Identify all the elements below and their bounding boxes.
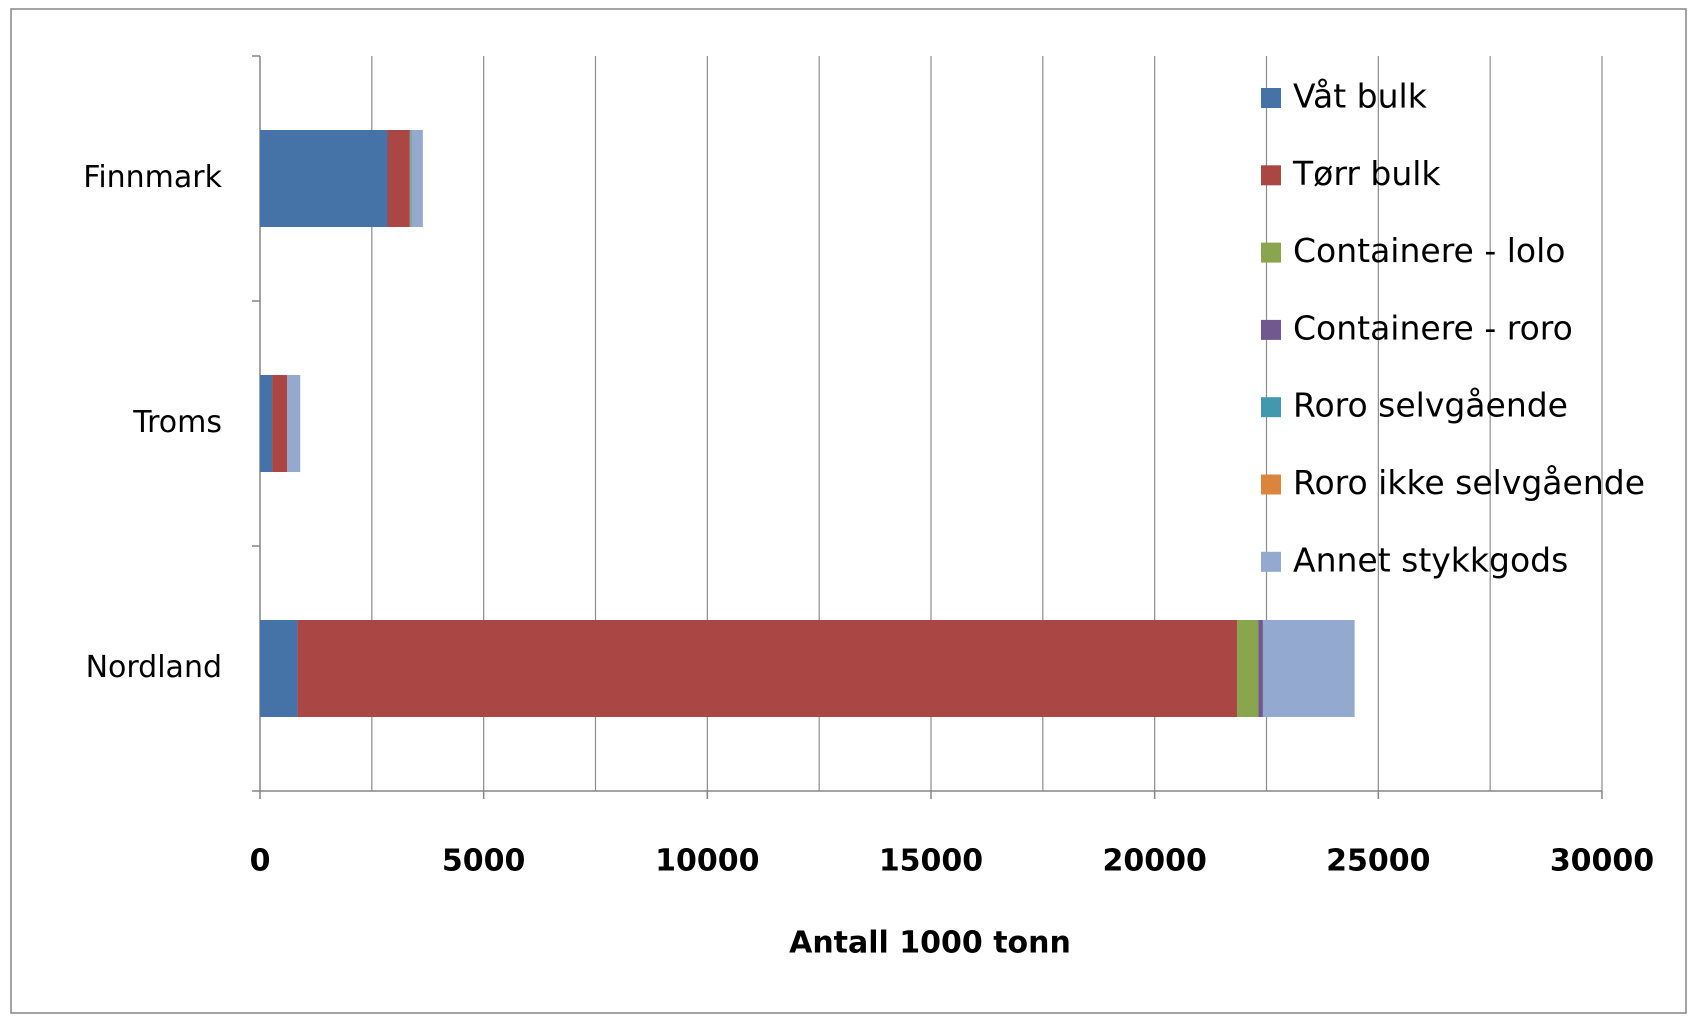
bar-segment (387, 130, 410, 227)
y-tick-label: Nordland (86, 650, 222, 685)
legend-label: Tørr bulk (1292, 154, 1441, 193)
bar-segment (260, 375, 273, 472)
x-tick-label: 0 (250, 844, 271, 879)
bar-segment (260, 130, 388, 227)
x-tick-label: 30000 (1550, 844, 1654, 879)
legend-swatch (1261, 165, 1281, 186)
x-tick-label: 20000 (1102, 844, 1206, 879)
bar-segment (1258, 620, 1263, 717)
legend-swatch (1261, 242, 1281, 263)
legend-label: Containere - roro (1293, 308, 1573, 347)
x-tick-label: 10000 (655, 844, 759, 879)
x-tick-label: 15000 (879, 844, 983, 879)
legend-swatch (1261, 474, 1281, 495)
bar-segment (410, 130, 412, 227)
legend-label: Annet stykkgods (1293, 540, 1568, 579)
bar-segment (272, 375, 288, 472)
bar-segment (409, 130, 411, 227)
legend-label: Våt bulk (1293, 77, 1428, 116)
legend-label: Containere - lolo (1293, 231, 1565, 270)
bar-segment (287, 375, 301, 472)
legend-swatch (1261, 397, 1281, 418)
bar-segment (1236, 620, 1259, 717)
x-axis-label: Antall 1000 tonn (789, 926, 1071, 961)
legend-label: Roro ikke selvgående (1293, 463, 1645, 502)
y-tick-label: Finnmark (83, 160, 222, 195)
bar-segment (1262, 620, 1355, 717)
bar-segment (411, 130, 423, 227)
legend-swatch (1261, 551, 1281, 572)
y-tick-label: Troms (132, 405, 222, 440)
legend-swatch (1261, 88, 1281, 108)
x-tick-label: 5000 (442, 844, 526, 879)
x-tick-label: 25000 (1326, 844, 1430, 879)
bar-segment (260, 620, 298, 717)
bar-segment (297, 620, 1237, 717)
legend-swatch (1261, 319, 1281, 340)
legend-label: Roro selvgående (1293, 386, 1568, 425)
